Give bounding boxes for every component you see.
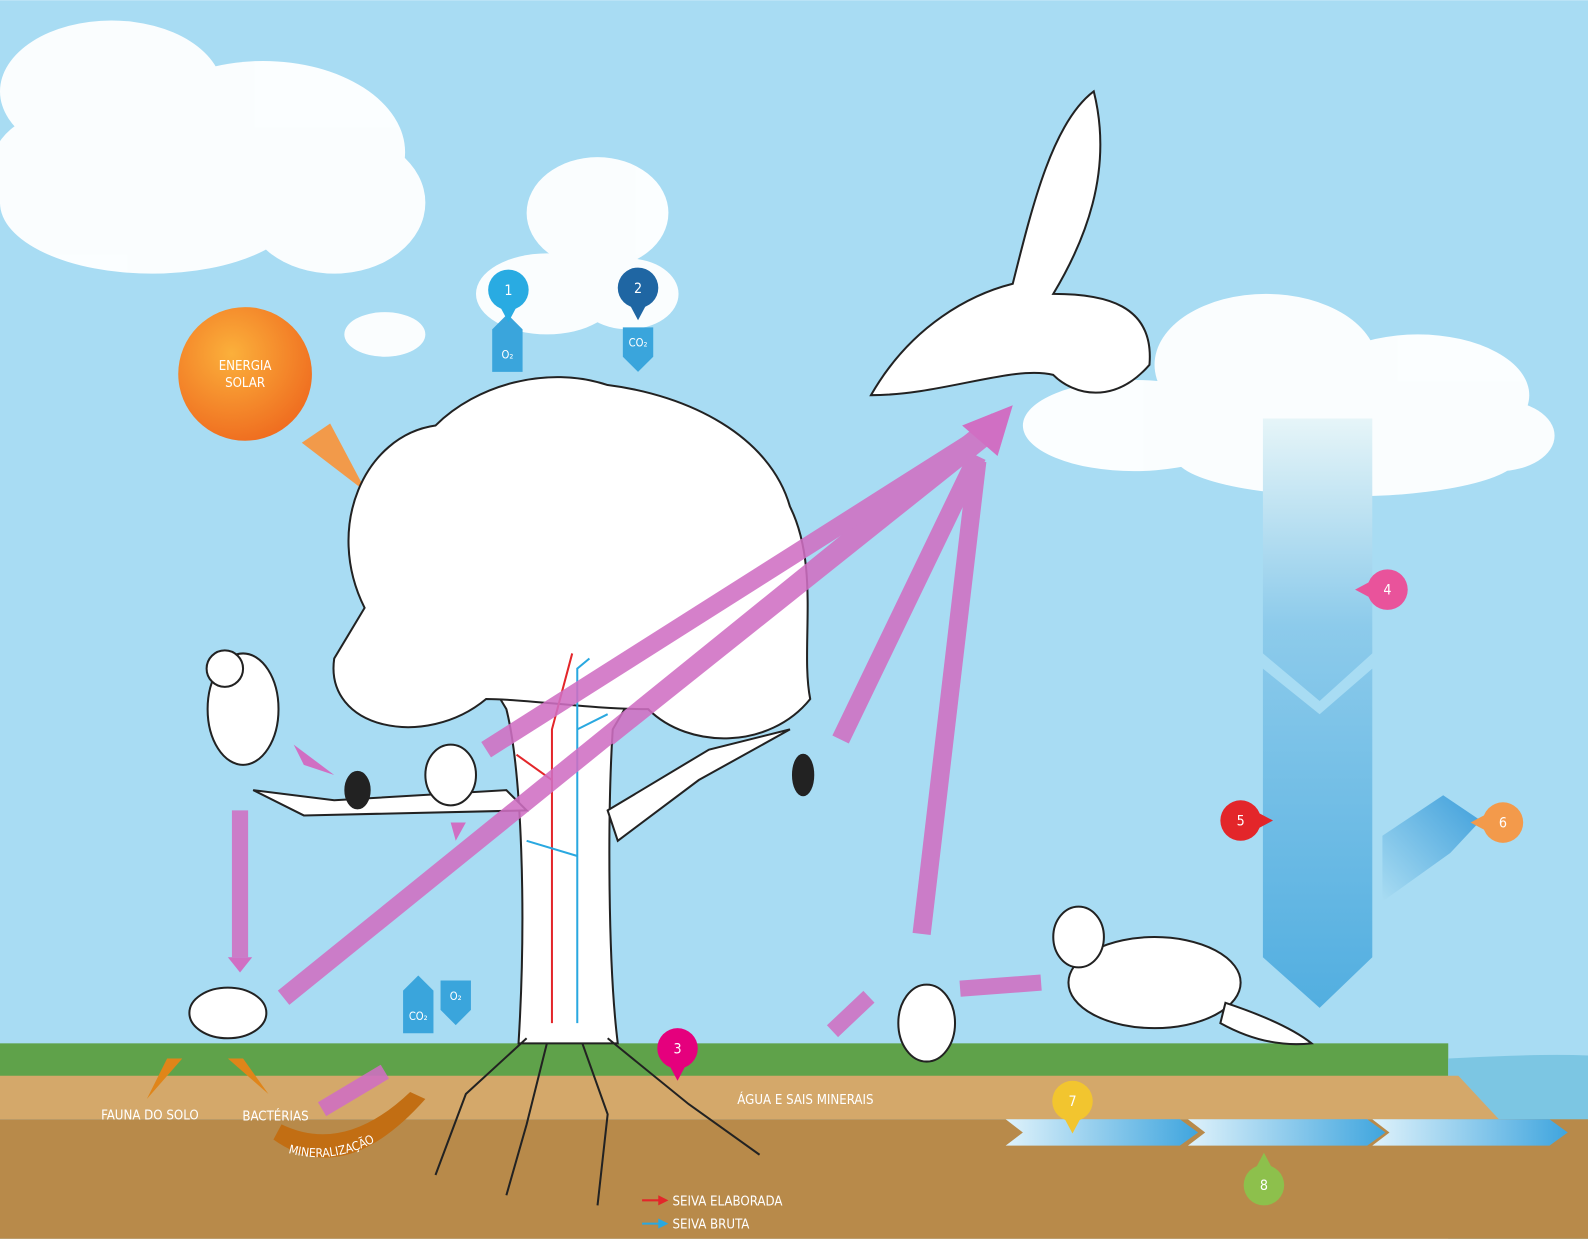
legend-label: SEIVA BRUTA bbox=[672, 1218, 749, 1233]
marker-number: 8 bbox=[1260, 1178, 1268, 1194]
marker-number: 2 bbox=[634, 281, 642, 297]
sun bbox=[178, 307, 312, 441]
marker bbox=[657, 1028, 698, 1069]
animals bbox=[188, 89, 1315, 1063]
mineralization-arrow bbox=[273, 1091, 426, 1158]
marker bbox=[1052, 1080, 1093, 1122]
marker bbox=[1243, 1164, 1285, 1206]
marker-number: 3 bbox=[673, 1041, 681, 1057]
sun-ray bbox=[301, 423, 367, 493]
gas-label: O₂ bbox=[501, 349, 513, 362]
marker-number: 5 bbox=[1237, 814, 1245, 830]
soil-fauna-label: FAUNA DO SOLO bbox=[101, 1108, 199, 1123]
food-web-arrows bbox=[231, 413, 1042, 1117]
gas-tag bbox=[440, 980, 471, 1026]
decomposer-arrows bbox=[146, 1058, 269, 1100]
groundwater-arrows bbox=[1005, 1119, 1568, 1146]
gas-label: CO₂ bbox=[629, 337, 648, 350]
marker bbox=[617, 267, 659, 309]
gas-label: CO₂ bbox=[409, 1010, 428, 1023]
legend-arrow bbox=[658, 1195, 669, 1206]
gas-tag bbox=[622, 327, 654, 372]
legend-label: SEIVA ELABORADA bbox=[672, 1194, 782, 1209]
marker-number: 6 bbox=[1499, 816, 1507, 832]
sun-label: ENERGIA bbox=[219, 359, 272, 374]
marker-number: 7 bbox=[1068, 1094, 1076, 1110]
marker bbox=[1367, 569, 1408, 610]
marker bbox=[1482, 802, 1524, 843]
gas-tag bbox=[492, 314, 523, 372]
gas-label: O₂ bbox=[450, 990, 462, 1003]
water-cycle-arrow bbox=[1262, 418, 1373, 1008]
gas-tag bbox=[403, 975, 434, 1034]
marker-number: 1 bbox=[504, 283, 512, 299]
water-minerals-label: ÁGUA E SAIS MINERAIS bbox=[737, 1091, 873, 1108]
sap-lines bbox=[515, 653, 609, 1024]
marker bbox=[488, 269, 529, 311]
sun-label: SOLAR bbox=[225, 376, 265, 391]
bacteria-label: BACTÉRIAS bbox=[242, 1107, 308, 1124]
legend-arrow bbox=[658, 1218, 669, 1229]
evaporation-arrow bbox=[1382, 795, 1481, 902]
marker-number: 4 bbox=[1383, 583, 1391, 599]
marker bbox=[1220, 800, 1261, 841]
